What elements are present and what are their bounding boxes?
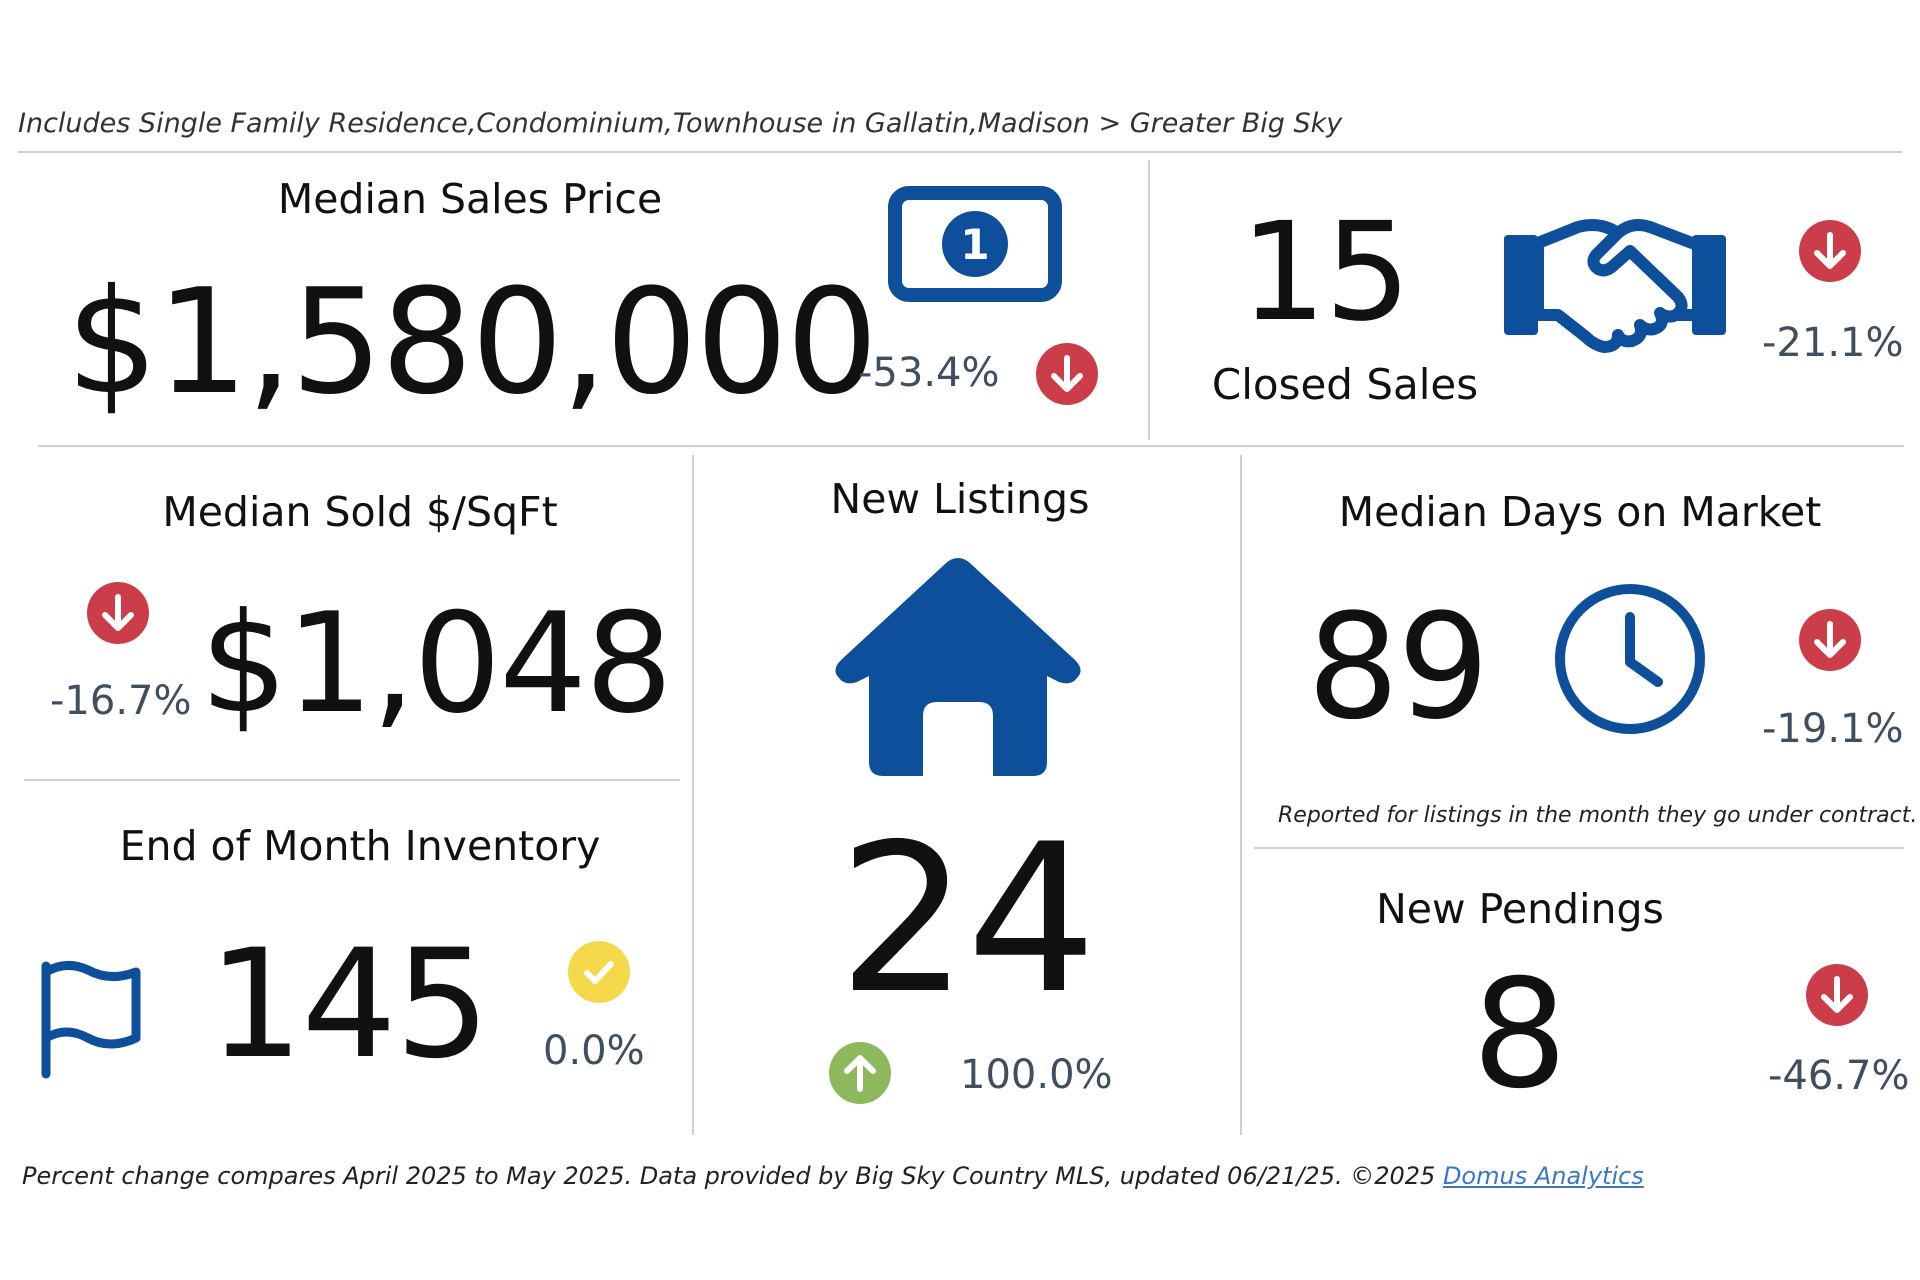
divider-vertical-right — [1240, 455, 1242, 1135]
new-pendings-value: 8 — [1472, 948, 1567, 1122]
new-listings-value: 24 — [838, 801, 1097, 1039]
dollar-bill-icon: 1 — [888, 186, 1062, 306]
check-icon — [568, 941, 630, 1003]
median-sold-sqft-change: -16.7% — [50, 678, 192, 724]
closed-sales-value: 15 — [1240, 194, 1411, 352]
divider-right-mid — [1254, 847, 1904, 849]
divider-vertical-left — [692, 455, 694, 1135]
new-listings-change: 100.0% — [960, 1052, 1113, 1098]
new-listings-title: New Listings — [830, 475, 1090, 523]
new-pendings-title: New Pendings — [1376, 885, 1664, 933]
inventory-change: 0.0% — [543, 1028, 645, 1074]
down-arrow-icon — [1799, 220, 1861, 282]
house-icon — [833, 552, 1083, 782]
new-pendings-change: -46.7% — [1768, 1053, 1910, 1099]
clock-icon — [1553, 582, 1707, 740]
closed-sales-title: Closed Sales — [1211, 360, 1479, 409]
divider-middle — [38, 445, 1904, 447]
median-dom-value: 89 — [1307, 583, 1490, 752]
handshake-icon — [1500, 215, 1730, 359]
report-subtitle: Includes Single Family Residence,Condomi… — [18, 108, 1343, 139]
divider-top — [18, 151, 1902, 153]
domus-analytics-link[interactable]: Domus Analytics — [1442, 1162, 1644, 1190]
divider-left-mid — [24, 779, 680, 781]
flag-icon — [36, 960, 146, 1084]
median-dom-change: -19.1% — [1762, 706, 1904, 752]
divider-vertical-top — [1148, 160, 1150, 440]
footer-text: Percent change compares April 2025 to Ma… — [22, 1162, 1443, 1190]
down-arrow-icon — [1036, 343, 1098, 405]
median-sold-sqft-value: $1,048 — [200, 583, 673, 744]
median-dom-title: Median Days on Market — [1338, 488, 1822, 536]
svg-text:1: 1 — [960, 220, 989, 269]
closed-sales-change: -21.1% — [1762, 320, 1904, 366]
median-sales-price-title: Median Sales Price — [277, 175, 663, 223]
median-sold-sqft-title: Median Sold $/SqFt — [162, 488, 558, 536]
median-sales-price-value: $1,580,000 — [66, 258, 878, 427]
up-arrow-icon — [829, 1042, 891, 1104]
inventory-title: End of Month Inventory — [119, 822, 601, 870]
median-dom-note: Reported for listings in the month they … — [1278, 803, 1918, 828]
down-arrow-icon — [1799, 609, 1861, 671]
median-sales-price-change: -53.4% — [858, 350, 1000, 396]
down-arrow-icon — [1806, 964, 1868, 1026]
footer-note: Percent change compares April 2025 to Ma… — [22, 1162, 1644, 1190]
down-arrow-icon — [87, 582, 149, 644]
inventory-value: 145 — [208, 918, 490, 1092]
